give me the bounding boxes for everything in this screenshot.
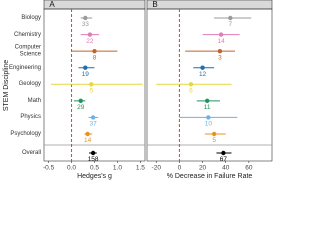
x-tick-label: 1.5 [136, 165, 145, 172]
count-label: 67 [220, 156, 228, 163]
category-label: Physics [20, 114, 41, 121]
point-estimate [78, 98, 83, 104]
x-tick-label: 20 [199, 165, 207, 172]
count-label: 158 [88, 156, 99, 163]
point-estimate [217, 48, 223, 54]
count-label: 3 [218, 54, 222, 61]
point-estimate [85, 131, 90, 137]
panel-header [146, 0, 273, 10]
point-estimate [228, 15, 233, 21]
point-estimate [218, 32, 224, 37]
point-estimate [204, 98, 210, 104]
count-label: 14 [217, 38, 225, 45]
category-label: Overall [21, 149, 41, 156]
x-tick-label: 0.0 [67, 165, 76, 172]
point-estimate [92, 48, 97, 54]
x-tick-label: 40 [222, 165, 230, 172]
count-label: 7 [229, 21, 233, 28]
x-tick-label: 1.0 [113, 165, 122, 172]
point-estimate [83, 65, 88, 70]
x-tick-label: 60 [245, 165, 253, 172]
panel-header [43, 0, 146, 10]
category-label: Engineering [8, 64, 41, 71]
point-estimate [90, 115, 96, 120]
panel-label: B [152, 0, 157, 9]
point-estimate [211, 131, 217, 137]
x-tick-label: 0.5 [90, 165, 99, 172]
count-label: 8 [93, 54, 97, 61]
count-label: 10 [205, 121, 213, 128]
category-label: Biology [21, 14, 41, 21]
page: A -0.5 0.0 0.5 1.0 1.5 Hedges's g 33 22 8 19 5 29 37 1… [3, 0, 273, 180]
category-label: Computer Science [14, 44, 41, 58]
category-label: Geology [18, 81, 41, 88]
point-estimate [206, 115, 211, 120]
category-label: Psychology [10, 130, 41, 137]
point-estimate [83, 15, 88, 21]
x-tick-label: -20 [152, 165, 162, 172]
x-tick-label: -0.5 [43, 165, 55, 172]
count-label: 11 [204, 104, 211, 111]
count-label: 12 [199, 71, 207, 78]
x-axis-label: Hedges's g [77, 173, 112, 180]
count-label: 37 [90, 121, 98, 128]
y-axis-label: STEM Discipline [3, 60, 10, 111]
count-label: 33 [82, 21, 90, 28]
count-label: 14 [84, 137, 92, 144]
point-estimate [200, 65, 205, 70]
point-estimate [87, 32, 93, 37]
count-label: 22 [86, 38, 94, 45]
panel-frame [146, 8, 273, 162]
count-label: 29 [77, 104, 85, 111]
count-label: 6 [189, 88, 193, 95]
category-label: Chemistry [13, 31, 41, 38]
panel-frame [43, 8, 146, 162]
point-estimate [89, 82, 94, 87]
point-estimate [221, 150, 226, 156]
count-label: 5 [212, 137, 216, 144]
count-label: 5 [89, 88, 93, 95]
point-estimate [188, 82, 194, 87]
x-axis-label: % Decrease in Failure Rate [167, 173, 253, 180]
count-label: 19 [82, 71, 90, 78]
panel-label: A [49, 0, 55, 9]
category-label: Math [27, 97, 41, 104]
x-tick-label: 0 [178, 165, 182, 172]
point-estimate [90, 150, 96, 156]
